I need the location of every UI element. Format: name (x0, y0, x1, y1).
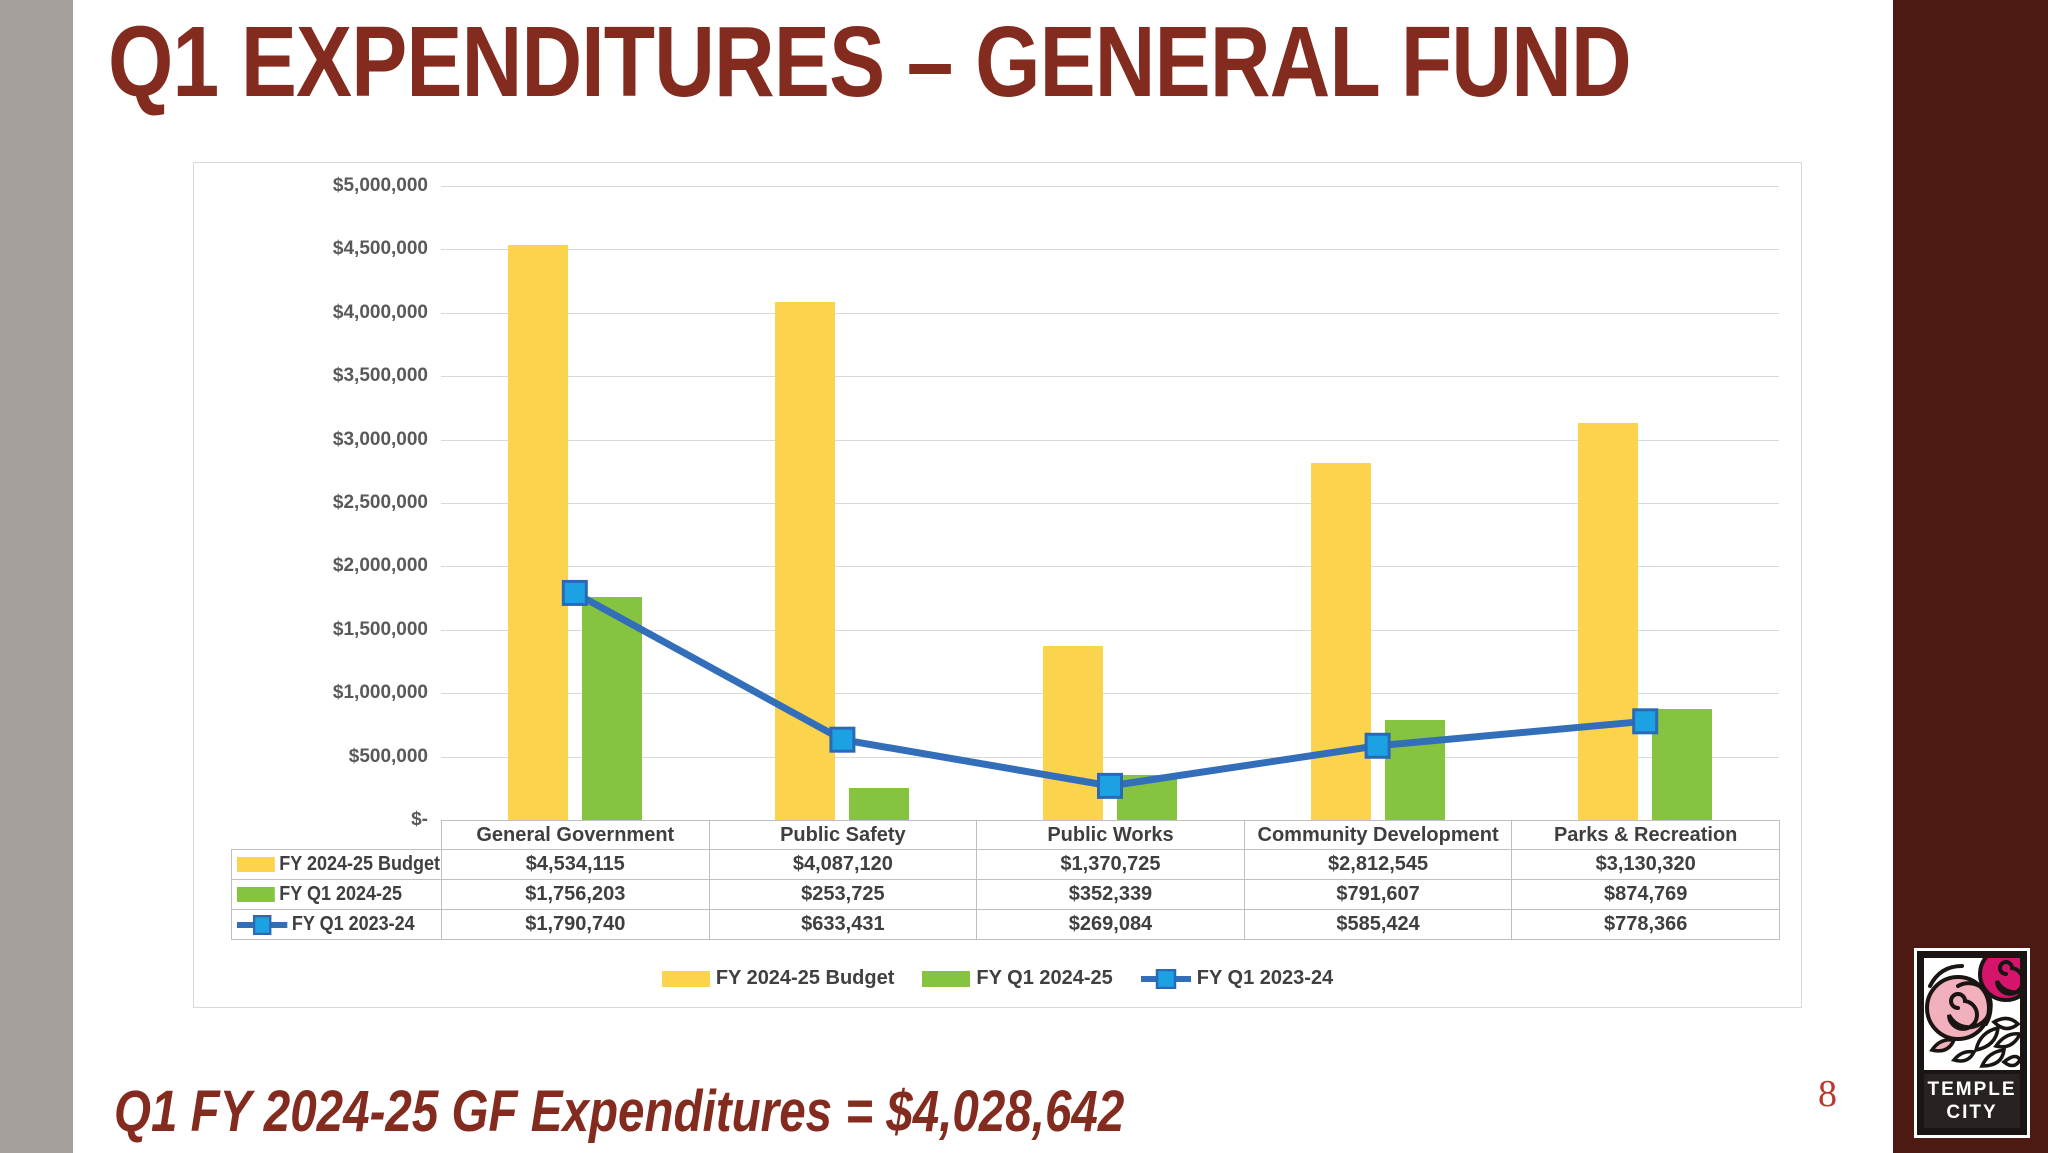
chart-legend: FY 2024-25 Budget FY Q1 2024-25 FY Q1 2023… (194, 967, 1801, 990)
series-swatch (237, 887, 275, 902)
grid-line (441, 312, 1779, 314)
y-axis-tick-label: $4,000,000 (332, 301, 428, 323)
value-cell: $791,607 (1243, 879, 1513, 910)
slide-title: Q1 EXPENDITURES – GENERAL FUND (108, 6, 1632, 118)
y-axis-tick-label: $5,000,000 (332, 175, 428, 196)
legend-swatch (922, 970, 971, 987)
line-series-icon (237, 914, 288, 935)
legend-item: FY Q1 2023-24 (1140, 967, 1334, 990)
y-axis-tick-label: $2,500,000 (332, 492, 428, 513)
temple-city-logo: TEMPLE CITY (1914, 948, 2030, 1138)
q1-actual-bar (1117, 775, 1177, 820)
value-cell: $269,084 (976, 909, 1245, 940)
grid-line (441, 249, 1779, 251)
value-cell: $352,339 (976, 879, 1245, 910)
y-axis-tick-label: $500,000 (348, 745, 428, 767)
chart-panel: $5,000,000 $4,500,000 $4,000,000 $3,500,000… (193, 162, 1802, 1008)
value-cell: $253,725 (708, 879, 978, 910)
logo-wordmark: TEMPLE CITY (1924, 1074, 2020, 1128)
logo-art-area (1924, 958, 2020, 1070)
line-series-icon (1140, 968, 1191, 989)
y-axis-tick-label: $1,500,000 (332, 618, 428, 640)
series-name: FY 2024-25 Budget (279, 853, 441, 875)
value-cell: $4,087,120 (708, 849, 978, 880)
budget-bar (775, 301, 836, 820)
value-cell: $4,534,115 (441, 849, 710, 880)
legend-label: FY 2024-25 Budget (715, 967, 895, 989)
grid-line (441, 376, 1779, 378)
legend-item: FY Q1 2024-25 (922, 967, 1113, 990)
series-label-cell: FY Q1 2023-24 (231, 909, 442, 940)
y-axis-tick-label: $- (411, 809, 428, 830)
temple-city-rose-icon (1924, 958, 2020, 1070)
series-name: FY Q1 2023-24 (291, 913, 415, 935)
value-cell: $1,790,740 (441, 909, 710, 940)
value-cell: $633,431 (708, 909, 978, 940)
value-cell: $778,366 (1511, 909, 1780, 940)
series-label-cell: FY 2024-25 Budget (231, 849, 442, 880)
q1-actual-bar (581, 597, 642, 820)
value-cell: $3,130,320 (1511, 849, 1780, 880)
budget-bar (1310, 463, 1371, 820)
category-header-cell: Public Works (976, 820, 1245, 850)
legend-label: FY Q1 2023-24 (1196, 967, 1334, 989)
value-cell: $1,370,725 (976, 849, 1245, 880)
logo-line2: CITY (1946, 1102, 1998, 1123)
q1-actual-bar (1384, 719, 1445, 820)
y-axis-tick-label: $3,000,000 (332, 428, 428, 450)
series-label-cell: FY Q1 2024-25 (231, 879, 442, 910)
left-accent-strip (0, 0, 73, 1153)
series-swatch (237, 857, 275, 872)
y-axis-tick-label: $1,000,000 (332, 682, 428, 704)
footer-summary-text: Q1 FY 2024-25 GF Expenditures = $4,028,6… (114, 1079, 1125, 1144)
grid-line (441, 186, 1779, 187)
grid-line (441, 566, 1779, 568)
legend-label: FY Q1 2024-25 (976, 967, 1113, 989)
grid-line (441, 439, 1779, 441)
value-cell: $1,756,203 (441, 879, 710, 910)
table-stub-cell (232, 821, 442, 850)
y-axis-tick-label: $2,000,000 (332, 555, 428, 577)
y-axis-tick-label: $3,500,000 (332, 365, 428, 387)
q1-actual-bar (1652, 709, 1713, 820)
chart-data-table: General Government Public Safety Public Wo… (231, 820, 1780, 940)
budget-bar (507, 245, 568, 820)
grid-line (441, 503, 1779, 504)
legend-item: FY 2024-25 Budget (661, 967, 895, 990)
y-axis-tick-label: $4,500,000 (332, 238, 428, 260)
logo-line1: TEMPLE (1927, 1079, 2017, 1100)
page-number: 8 (1818, 1073, 1837, 1115)
budget-bar (1043, 646, 1103, 820)
category-header-cell: Parks & Recreation (1511, 820, 1780, 850)
category-header-cell: Public Safety (708, 820, 978, 850)
category-header-cell: Community Development (1243, 820, 1513, 850)
value-cell: $2,812,545 (1243, 849, 1513, 880)
value-cell: $585,424 (1243, 909, 1513, 940)
legend-swatch (661, 970, 710, 987)
q1-actual-bar (849, 787, 910, 820)
budget-bar (1578, 423, 1639, 820)
series-name: FY Q1 2024-25 (279, 883, 403, 905)
category-header-cell: General Government (441, 820, 710, 850)
value-cell: $874,769 (1511, 879, 1780, 910)
